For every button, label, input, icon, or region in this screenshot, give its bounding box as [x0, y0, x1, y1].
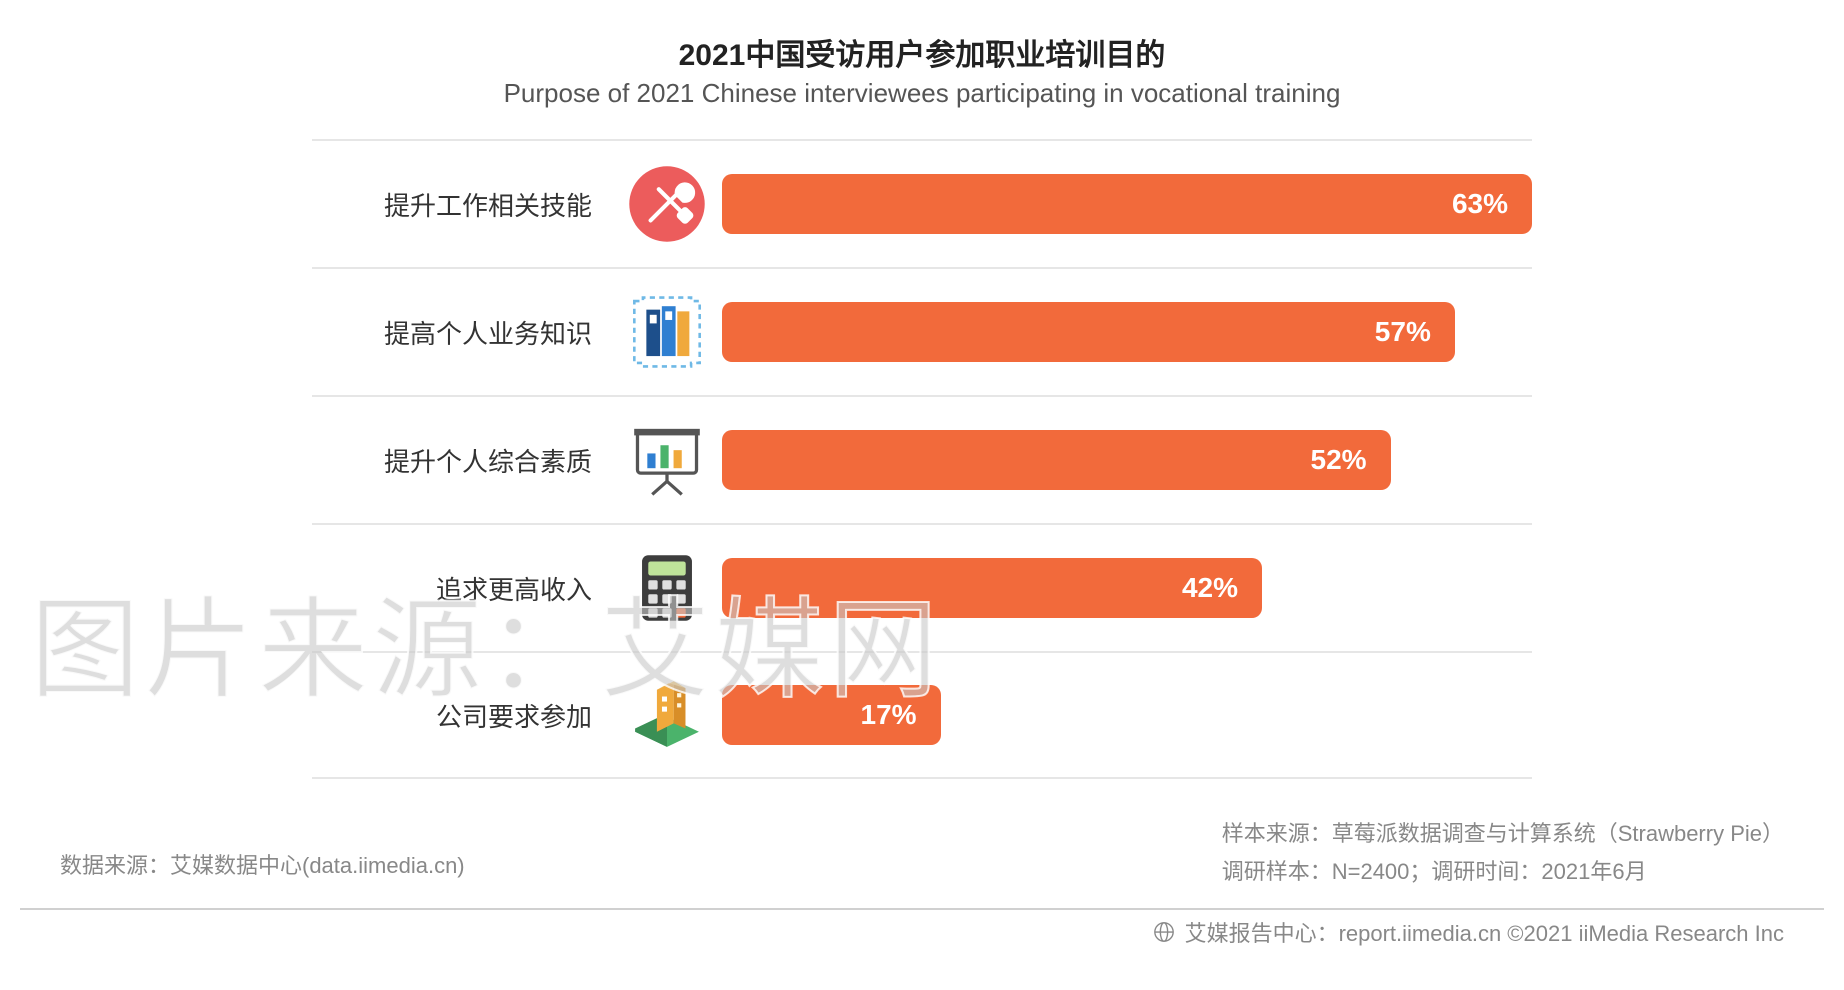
bar: 52%	[722, 430, 1391, 490]
credit-text: 艾媒报告中心：report.iimedia.cn ©2021 iiMedia R…	[1185, 916, 1784, 948]
bar: 63%	[722, 174, 1532, 234]
presentation-board-icon	[626, 419, 708, 501]
row-icon-cell	[612, 287, 722, 377]
row-label: 提升个人综合素质	[312, 442, 612, 479]
row-icon-cell	[612, 543, 722, 633]
building-icon	[625, 673, 709, 757]
bar-track: 42%	[722, 558, 1532, 618]
books-icon-wrap	[622, 287, 712, 377]
chart-row: 追求更高收入 42%	[312, 523, 1532, 651]
titles: 2021中国受访用户参加职业培训目的 Purpose of 2021 Chine…	[0, 30, 1844, 109]
bar-value-label: 17%	[861, 699, 917, 731]
globe-icon	[1153, 921, 1175, 943]
books-icon	[624, 289, 710, 375]
credit-line: 艾媒报告中心：report.iimedia.cn ©2021 iiMedia R…	[1153, 916, 1784, 948]
tools-icon-wrap	[622, 159, 712, 249]
chart-row: 公司要求参加 17%	[312, 651, 1532, 779]
bar-track: 52%	[722, 430, 1532, 490]
row-label: 提升工作相关技能	[312, 186, 612, 223]
footnote-left: 数据来源：艾媒数据中心(data.iimedia.cn)	[60, 848, 465, 880]
bar-value-label: 57%	[1375, 316, 1431, 348]
bar: 57%	[722, 302, 1455, 362]
bar-track: 63%	[722, 174, 1532, 234]
bar: 17%	[722, 685, 941, 745]
tools-icon	[626, 163, 708, 245]
row-icon-cell	[612, 670, 722, 760]
footnote-sample-source: 样本来源：草莓派数据调查与计算系统（Strawberry Pie）	[1222, 815, 1784, 852]
bar-track: 17%	[722, 685, 1532, 745]
bar-track: 57%	[722, 302, 1532, 362]
footnote-sample-size: 调研样本：N=2400；调研时间：2021年6月	[1222, 853, 1784, 890]
title-cn: 2021中国受访用户参加职业培训目的	[0, 30, 1844, 74]
chart-row: 提高个人业务知识 57%	[312, 267, 1532, 395]
bar-chart: 提升工作相关技能 63%提高个人业务知识 57%提升个人综合素质	[312, 139, 1532, 779]
row-icon-cell	[612, 415, 722, 505]
calc-icon-wrap	[622, 543, 712, 633]
board-icon-wrap	[622, 415, 712, 505]
chart-row: 提升个人综合素质 52%	[312, 395, 1532, 523]
bar-value-label: 63%	[1452, 188, 1508, 220]
row-label: 提高个人业务知识	[312, 314, 612, 351]
footnotes-right: 样本来源：草莓派数据调查与计算系统（Strawberry Pie） 调研样本：N…	[1222, 815, 1784, 890]
row-label: 公司要求参加	[312, 697, 612, 734]
bar-value-label: 42%	[1182, 572, 1238, 604]
building-icon-wrap	[622, 670, 712, 760]
chart-row: 提升工作相关技能 63%	[312, 139, 1532, 267]
row-icon-cell	[612, 159, 722, 249]
bar: 42%	[722, 558, 1262, 618]
divider-line	[20, 908, 1824, 910]
chart-container: 2021中国受访用户参加职业培训目的 Purpose of 2021 Chine…	[0, 0, 1844, 990]
bar-value-label: 52%	[1311, 444, 1367, 476]
calculator-icon	[628, 549, 706, 627]
row-label: 追求更高收入	[312, 570, 612, 607]
title-en: Purpose of 2021 Chinese interviewees par…	[0, 78, 1844, 109]
